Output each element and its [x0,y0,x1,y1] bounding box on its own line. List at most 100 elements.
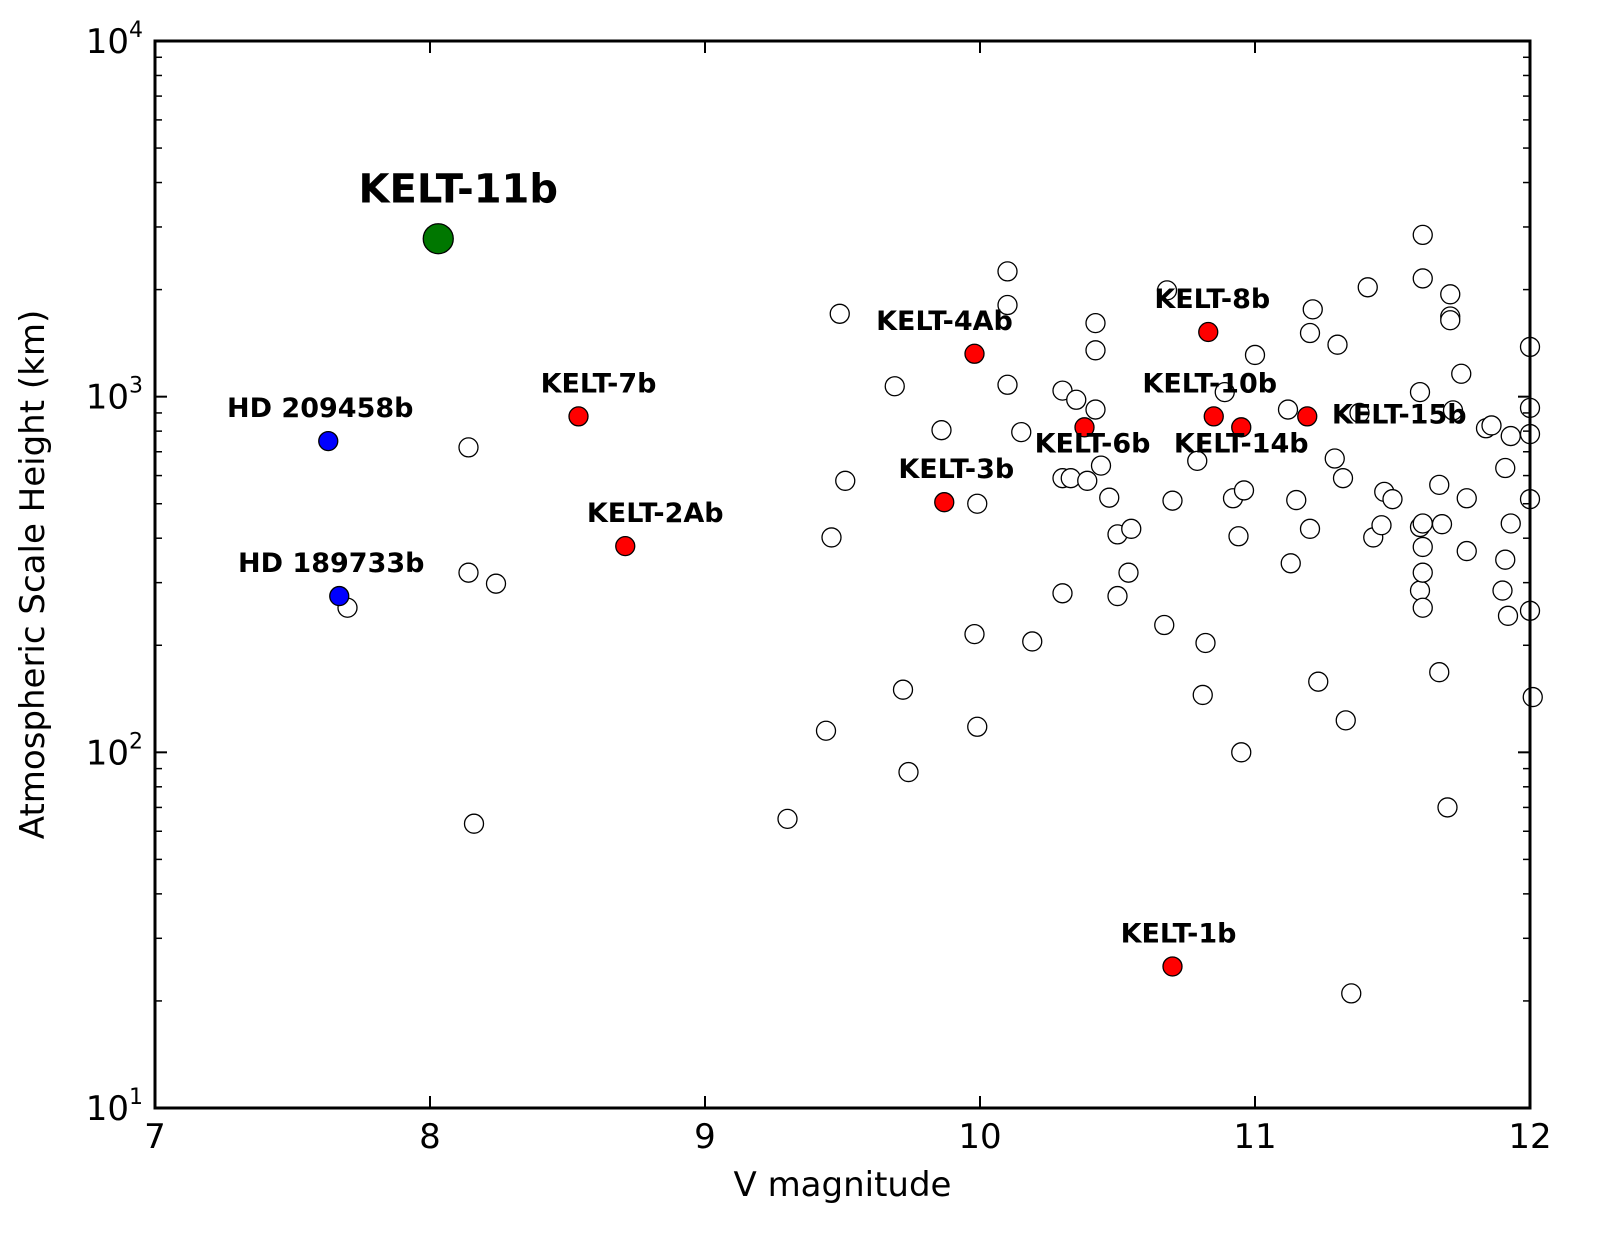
data-point [1357,277,1378,298]
data-point [1085,340,1106,361]
data-point [1456,540,1477,562]
data-point [835,470,856,491]
point-label: KELT-7b [541,368,657,399]
data-point [1440,310,1461,331]
data-point [1327,334,1348,355]
data-point-hd [329,585,350,607]
y-tick-label: 103 [86,374,143,418]
data-point-kelt [615,535,636,557]
data-point [884,376,905,397]
y-tick-label: 102 [86,729,143,773]
data-point [1412,562,1433,583]
data-point [1500,425,1521,447]
data-point [821,527,842,548]
data-point [1154,614,1175,636]
data-point [1099,487,1120,508]
data-point [1324,448,1345,469]
data-point [1412,536,1433,558]
data-point-kelt [1297,406,1318,427]
data-point [463,813,485,834]
x-tick-label: 8 [419,1117,441,1157]
data-point [1244,344,1266,366]
data-point [1022,631,1043,652]
data-point-kelt [1162,956,1183,977]
point-label: KELT-14b [1174,428,1309,459]
data-point [1451,363,1472,384]
data-point [1011,421,1032,443]
data-point [1429,662,1450,683]
point-label: HD 189733b [238,548,424,579]
data-point [777,808,798,830]
data-point [1299,518,1321,539]
data-point [458,437,479,458]
data-point [1192,684,1213,706]
data-point [1228,526,1249,547]
data-point [1412,224,1433,246]
points-layer [318,223,1543,1004]
data-point [997,261,1018,282]
data-point [1231,742,1252,763]
data-point [892,679,914,700]
data-point [1107,585,1128,607]
point-label: KELT-3b [898,454,1014,485]
data-point-kelt [1198,321,1219,343]
data-point [997,294,1018,316]
point-label: KELT-2Ab [587,498,724,529]
point-label: KELT-1b [1121,918,1237,949]
data-point [1440,284,1461,305]
x-tick-label: 12 [1508,1117,1551,1157]
data-point-kelt [568,406,589,427]
data-point [967,716,988,737]
data-point [829,303,850,324]
data-point [1492,580,1513,601]
data-point [1335,710,1356,731]
data-point-kelt [934,492,955,513]
y-tick-label: 104 [86,18,143,62]
data-point [1085,399,1106,420]
data-point [1302,299,1323,320]
data-point [1409,381,1431,403]
data-point [1522,686,1543,708]
data-point [898,761,919,783]
data-point [1341,983,1362,1004]
ticks-layer: 7 8 9 10 11 12 101 102 103 104 [86,18,1552,1157]
data-point [931,420,952,441]
data-point [1371,515,1392,536]
data-point [1077,470,1098,491]
y-axis-title: Atmospheric Scale Height (km) [13,310,53,839]
point-label: KELT-11b [359,167,559,213]
data-point [1187,450,1208,471]
data-point [1442,400,1464,421]
data-point [1195,632,1216,654]
data-point [967,493,988,514]
data-point [1437,797,1458,818]
data-point [458,562,479,583]
data-point-highlight [422,223,454,255]
data-point [1412,268,1433,289]
data-point [1332,468,1354,489]
data-point [1214,381,1235,403]
data-point [1308,671,1329,692]
labels-layer: KELT-7b KELT-2Ab KELT-4Ab KELT-3b KELT-6b KEL… [227,167,1467,950]
x-axis-title: V magnitude [734,1165,952,1205]
y-tick-label: 101 [86,1085,143,1129]
x-tick-label: 11 [1233,1117,1276,1157]
data-point [1280,553,1301,574]
data-point-hd [318,430,339,452]
data-point [1431,514,1453,535]
x-tick-label: 9 [694,1117,716,1157]
x-tick-label: 10 [958,1117,1001,1157]
data-point-kelt [1231,417,1252,438]
data-point [485,573,507,594]
data-point [1052,583,1073,604]
point-label: KELT-4Ab [876,306,1013,337]
data-point [1495,457,1516,479]
data-point [1500,513,1521,534]
data-point [1497,605,1519,626]
data-point [1085,312,1106,334]
data-point [1286,489,1307,511]
point-label: KELT-10b [1142,368,1277,399]
data-point [1162,490,1183,511]
data-point [1495,549,1516,570]
